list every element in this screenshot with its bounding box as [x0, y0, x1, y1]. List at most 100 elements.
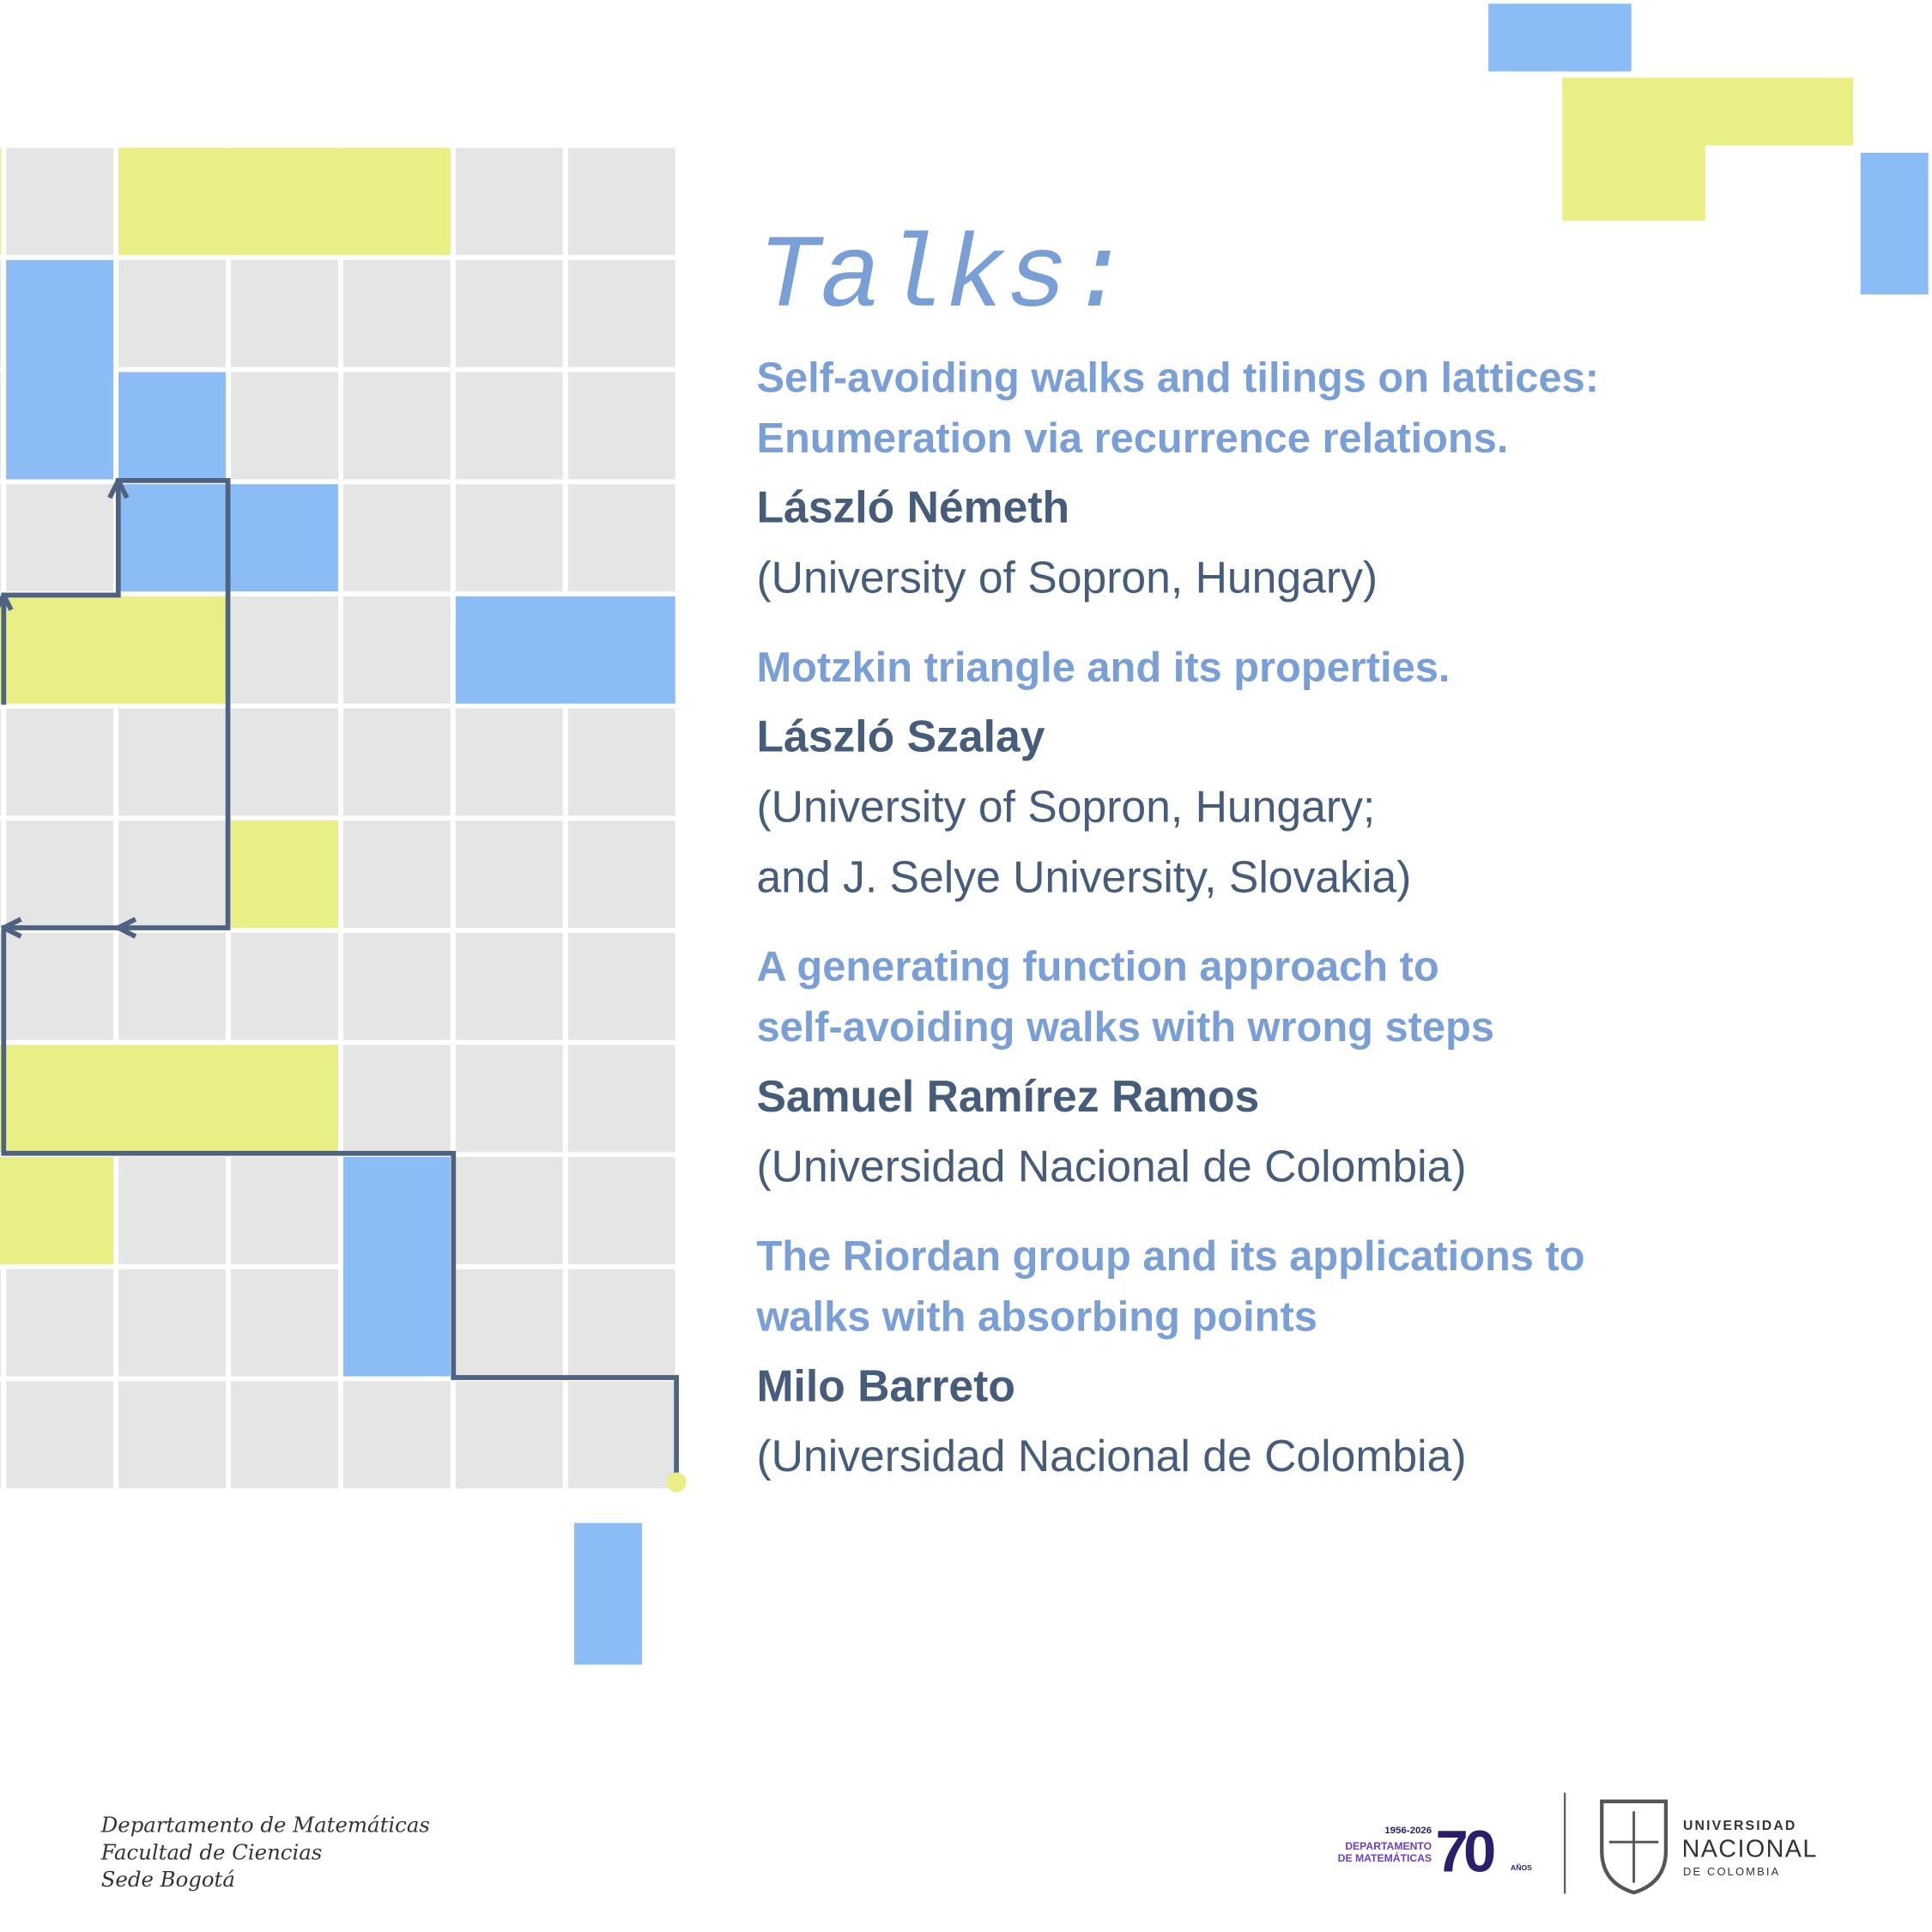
grid-cell: [6, 821, 114, 928]
grid-cell: [567, 372, 675, 480]
grid-cell: [118, 932, 226, 1040]
grid-cell: [455, 932, 563, 1040]
grid-cell: [567, 259, 675, 367]
grid-cell: [118, 708, 226, 816]
affiliation: and J. Selye University, Slovakia): [756, 851, 1411, 901]
anniv-years: 1956-2026: [1384, 1826, 1432, 1836]
grid-cell: [6, 1381, 114, 1489]
talk-title: self-avoiding walks with wrong steps: [756, 1004, 1494, 1051]
grid-cell: [118, 1269, 226, 1377]
colored-tile: [342, 1157, 451, 1377]
grid-cell: [0, 484, 2, 592]
talk-title: Enumeration via recurrence relations.: [756, 415, 1508, 462]
anniv-dept: DEPARTAMENTO: [1345, 1840, 1432, 1852]
grid-cell: [567, 932, 675, 1040]
grid-cell: [567, 148, 675, 256]
grid-cell: [231, 1157, 338, 1264]
speaker: László Németh: [756, 482, 1069, 532]
grid-cell: [0, 821, 2, 928]
talk-title: Motzkin triangle and its properties.: [756, 645, 1450, 691]
grid-cell: [118, 259, 226, 367]
affiliation: (Universidad Nacional de Colombia): [756, 1431, 1466, 1481]
anniv-number: 70: [1435, 1819, 1494, 1885]
grid-cell: [342, 372, 451, 480]
grid-cell: [0, 708, 2, 816]
grid-cell: [455, 259, 563, 367]
grid-cell: [455, 372, 563, 480]
grid-cell: [0, 372, 2, 480]
talk-title: Self-avoiding walks and tilings on latti…: [756, 355, 1599, 402]
grid-cell: [231, 1381, 338, 1489]
grid-cell: [342, 596, 451, 704]
grid-cell: [342, 708, 451, 816]
grid-cell: [455, 821, 563, 928]
grid-cell: [567, 1045, 675, 1153]
colored-tile: [0, 148, 2, 256]
grid-cell: [567, 1381, 675, 1489]
decor: [573, 3, 1929, 1665]
anniv-suffix: AÑOS: [1511, 1863, 1532, 1872]
grid-cell: [455, 1045, 563, 1153]
grid-cell: [6, 1269, 114, 1377]
grid-cell: [342, 932, 451, 1040]
grid-cell: [6, 484, 114, 592]
grid-cell: [6, 148, 114, 256]
univ-top: UNIVERSIDAD: [1683, 1819, 1796, 1833]
talk-title: A generating function approach to: [756, 944, 1438, 990]
grid-cell: [455, 708, 563, 816]
grid-cell: [342, 1045, 451, 1153]
grid-cell: [567, 484, 675, 592]
grid-cell: [567, 821, 675, 928]
grid-cell: [342, 821, 451, 928]
grid-cell: [118, 821, 226, 928]
speaker: László Szalay: [756, 712, 1045, 761]
grid-cell: [118, 1157, 226, 1264]
grid-cell: [455, 484, 563, 592]
grid-cell: [342, 484, 451, 592]
grid-cell: [342, 1381, 451, 1489]
affiliation: (Universidad Nacional de Colombia): [756, 1142, 1466, 1191]
grid-cell: [0, 1269, 2, 1377]
colored-tile: [0, 596, 226, 704]
univ-bottom: DE COLOMBIA: [1683, 1865, 1780, 1878]
grid-cell: [567, 1269, 675, 1377]
speaker: Milo Barreto: [756, 1360, 1014, 1410]
heading: Talks:: [758, 221, 1130, 337]
affiliation: (University of Sopron, Hungary;: [756, 782, 1375, 832]
anniv-dept: DE MATEMÁTICAS: [1338, 1851, 1432, 1864]
colored-tile: [0, 1045, 338, 1153]
grid-cell: [231, 596, 338, 704]
affiliation: (University of Sopron, Hungary): [756, 553, 1378, 603]
grid-cell: [0, 932, 2, 1040]
grid-cell: [342, 259, 451, 367]
walk-end: [666, 1472, 687, 1493]
grid-cell: [231, 708, 338, 816]
grid-cell: [231, 1269, 338, 1377]
tile-grid: [0, 148, 675, 1489]
grid-cell: [455, 1157, 563, 1264]
grid-cell: [0, 1381, 2, 1489]
grid-cell: [231, 259, 338, 367]
grid-cell: [455, 1269, 563, 1377]
grid-cell: [567, 1157, 675, 1264]
colored-tile: [6, 259, 114, 480]
talk-title: walks with absorbing points: [755, 1293, 1317, 1340]
grid-cell: [6, 708, 114, 816]
grid-cell: [0, 259, 2, 367]
colored-tile: [0, 1157, 114, 1264]
grid-cell: [455, 1381, 563, 1489]
grid-cell: [231, 932, 338, 1040]
talk-title: The Riordan group and its applications t…: [756, 1233, 1584, 1280]
footer-line: Sede Bogotá: [101, 1867, 235, 1892]
walk-path: [0, 478, 680, 1483]
colored-tile: [118, 372, 226, 480]
footer-line: Facultad de Ciencias: [100, 1839, 323, 1864]
univ-main: NACIONAL: [1682, 1835, 1818, 1862]
grid-cell: [6, 932, 114, 1040]
grid-cell: [567, 708, 675, 816]
talks: Self-avoiding walks and tilings on latti…: [755, 355, 1599, 1481]
grid-cell: [118, 1381, 226, 1489]
speaker: Samuel Ramírez Ramos: [756, 1071, 1259, 1121]
